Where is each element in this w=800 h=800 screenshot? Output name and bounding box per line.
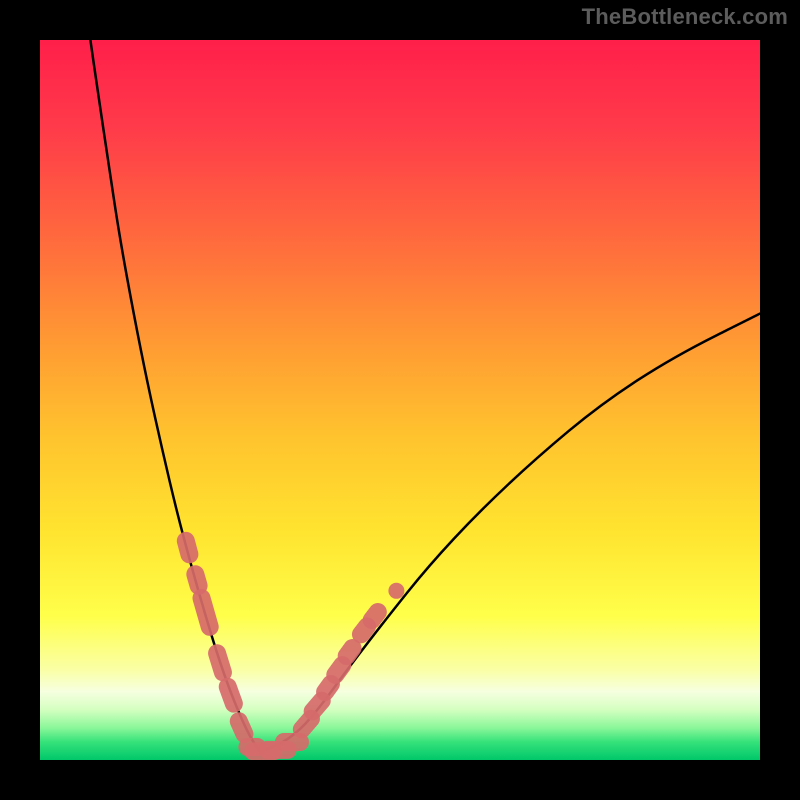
marker-left-5 — [239, 721, 245, 734]
watermark-text: TheBottleneck.com — [582, 4, 788, 30]
marker-right-2 — [325, 684, 331, 692]
chart-svg — [40, 40, 760, 760]
marker-right-4 — [347, 648, 353, 656]
marker-left-4 — [228, 687, 234, 704]
marker-right-0 — [302, 719, 311, 730]
marker-right-7 — [388, 583, 404, 599]
marker-left-3 — [217, 653, 223, 672]
marker-right-6 — [372, 612, 378, 620]
chart-frame: TheBottleneck.com — [0, 0, 800, 800]
gradient-background — [40, 40, 760, 760]
plot-area — [40, 40, 760, 760]
marker-right-3 — [335, 665, 342, 675]
marker-left-1 — [195, 574, 198, 586]
marker-right-1 — [313, 701, 322, 712]
marker-left-0 — [186, 541, 190, 555]
marker-right-5 — [361, 626, 367, 634]
marker-left-2 — [201, 598, 209, 627]
